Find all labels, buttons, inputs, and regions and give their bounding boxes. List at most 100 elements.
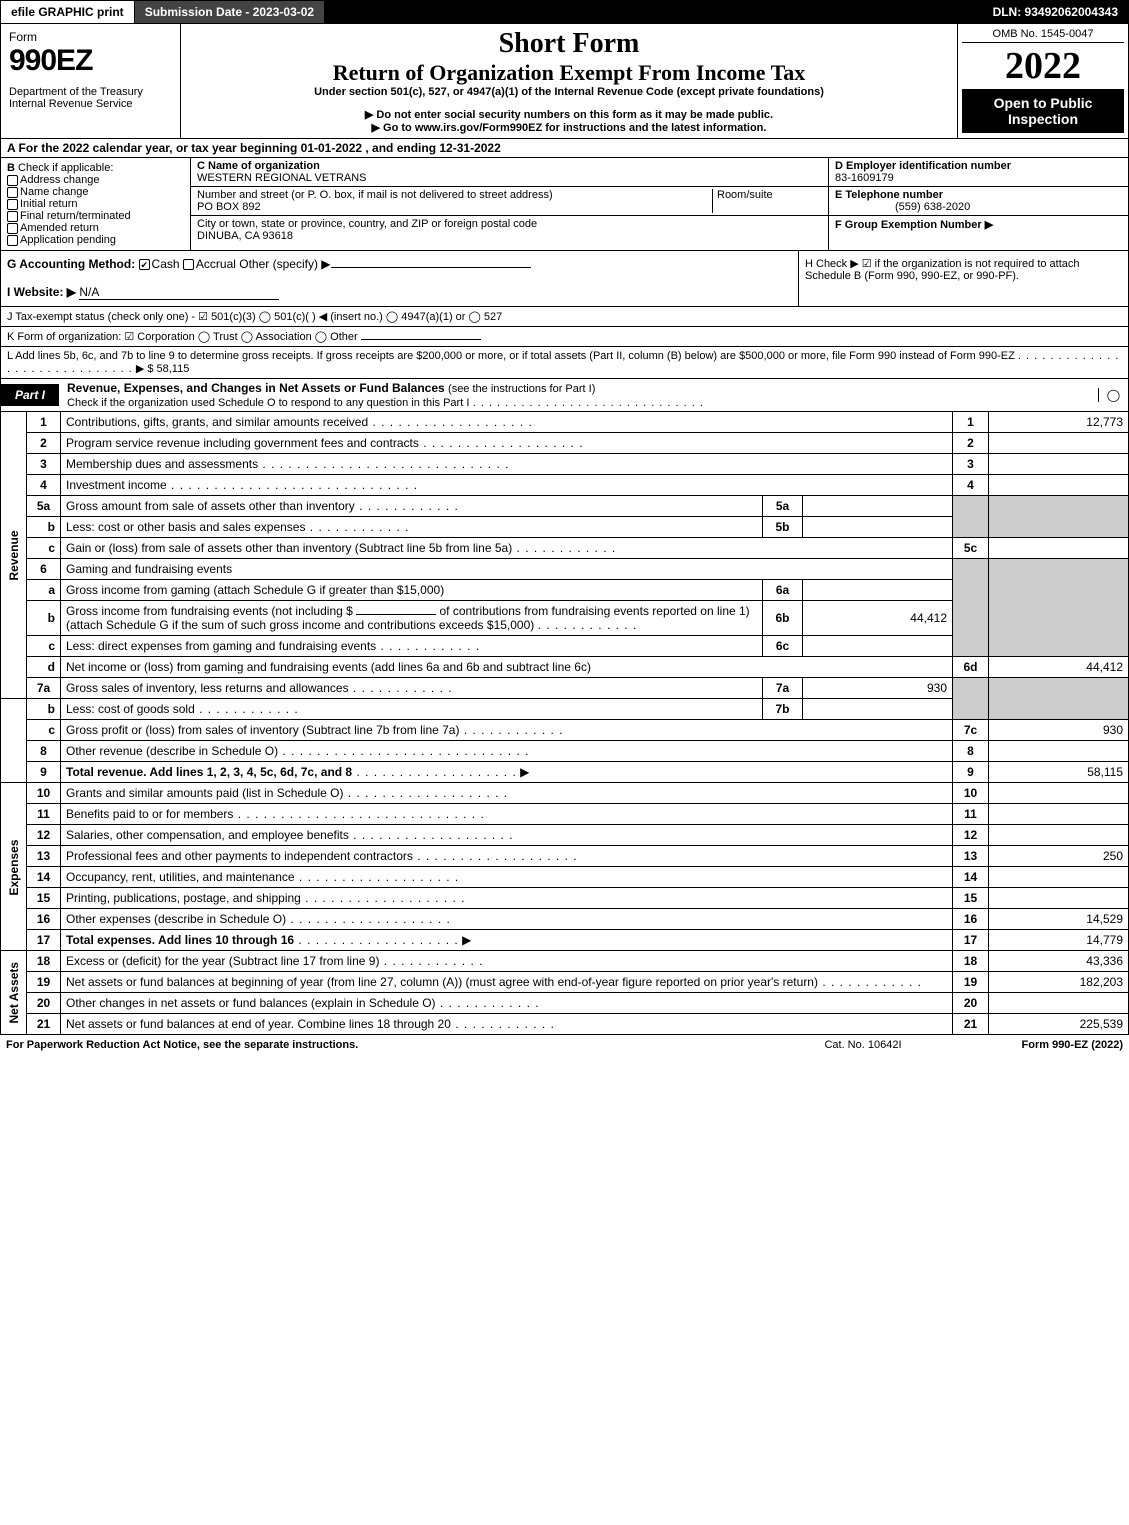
l21-amount: 225,539 <box>989 1014 1129 1035</box>
checkbox-final-return[interactable] <box>7 211 18 222</box>
l5a-text: Gross amount from sale of assets other t… <box>66 499 459 513</box>
l11-rnum: 11 <box>953 804 989 825</box>
checkbox-address-change[interactable] <box>7 175 18 186</box>
part1-check-line: Check if the organization used Schedule … <box>67 397 469 409</box>
l6b-text1: Gross income from fundraising events (no… <box>66 604 353 618</box>
l5a-ival <box>803 496 953 517</box>
i-label: I Website: ▶ <box>7 285 76 299</box>
l7b-inum: 7b <box>763 699 803 720</box>
c-name-label: C Name of organization <box>197 160 320 172</box>
l18-num: 18 <box>27 951 61 972</box>
expenses-sidebar: Expenses <box>1 783 27 951</box>
l12-num: 12 <box>27 825 61 846</box>
l12-rnum: 12 <box>953 825 989 846</box>
efile-label: efile GRAPHIC print <box>11 5 124 19</box>
l6d-num: d <box>27 657 61 678</box>
l18-text: Excess or (deficit) for the year (Subtra… <box>66 954 483 968</box>
goto-link[interactable]: ▶ Go to www.irs.gov/Form990EZ for instru… <box>187 121 951 134</box>
website-value: N/A <box>79 285 279 300</box>
l9-amount: 58,115 <box>989 762 1129 783</box>
ein-value: 83-1609179 <box>835 172 894 184</box>
goto-link-text: ▶ Go to www.irs.gov/Form990EZ for instru… <box>372 122 767 134</box>
l17-text: Total expenses. Add lines 10 through 16 <box>66 933 294 947</box>
l6b-blank[interactable] <box>356 614 436 615</box>
g-accrual: Accrual <box>196 257 236 271</box>
l5a-num: 5a <box>27 496 61 517</box>
section-j: J Tax-exempt status (check only one) - ☑… <box>0 307 1129 327</box>
g-other: Other (specify) ▶ <box>239 257 330 271</box>
footer-mid: Cat. No. 10642I <box>824 1039 901 1051</box>
l1-rnum: 1 <box>953 412 989 433</box>
l14-rnum: 14 <box>953 867 989 888</box>
checkbox-initial-return[interactable] <box>7 199 18 210</box>
section-gh: G Accounting Method: Cash Accrual Other … <box>0 251 1129 307</box>
efile-print-label[interactable]: efile GRAPHIC print <box>1 1 135 23</box>
room-suite-label: Room/suite <box>712 189 822 213</box>
l5b-text: Less: cost or other basis and sales expe… <box>66 520 409 534</box>
header-middle: Short Form Return of Organization Exempt… <box>181 24 958 138</box>
l4-text: Investment income <box>66 478 418 492</box>
city-label: City or town, state or province, country… <box>197 218 537 230</box>
l10-rnum: 10 <box>953 783 989 804</box>
l13-amount: 250 <box>989 846 1129 867</box>
l3-text: Membership dues and assessments <box>66 457 509 471</box>
l6c-text: Less: direct expenses from gaming and fu… <box>66 639 480 653</box>
l17-dots <box>294 933 459 947</box>
l15-amount <box>989 888 1129 909</box>
l15-rnum: 15 <box>953 888 989 909</box>
ssn-warning: ▶ Do not enter social security numbers o… <box>187 108 951 121</box>
part1-header: Part I Revenue, Expenses, and Changes in… <box>0 379 1129 412</box>
section-g: G Accounting Method: Cash Accrual Other … <box>1 251 798 306</box>
opt-name-change: Name change <box>20 186 89 198</box>
netassets-sidebar: Net Assets <box>1 951 27 1035</box>
part1-title-text: Revenue, Expenses, and Changes in Net As… <box>67 381 445 395</box>
l8-text: Other revenue (describe in Schedule O) <box>66 744 529 758</box>
l14-num: 14 <box>27 867 61 888</box>
checkbox-accrual[interactable] <box>183 259 194 270</box>
l7c-rnum: 7c <box>953 720 989 741</box>
dln-label: DLN: 93492062004343 <box>983 1 1128 23</box>
k-other-line[interactable] <box>361 339 481 340</box>
open-to-public: Open to Public Inspection <box>962 89 1124 133</box>
l14-text: Occupancy, rent, utilities, and maintena… <box>66 870 459 884</box>
l3-amount <box>989 454 1129 475</box>
l6b-ival: 44,412 <box>803 601 953 636</box>
submission-date: Submission Date - 2023-03-02 <box>135 1 325 23</box>
checkbox-name-change[interactable] <box>7 187 18 198</box>
l3-num: 3 <box>27 454 61 475</box>
l6d-rnum: 6d <box>953 657 989 678</box>
b-letter: B <box>7 162 15 174</box>
l7a-text: Gross sales of inventory, less returns a… <box>66 681 453 695</box>
l16-rnum: 16 <box>953 909 989 930</box>
main-title: Return of Organization Exempt From Incom… <box>187 60 951 86</box>
form-number: 990EZ <box>9 44 172 78</box>
checkbox-cash[interactable] <box>139 259 150 270</box>
g-other-line[interactable] <box>331 267 531 268</box>
l6d-text: Net income or (loss) from gaming and fun… <box>61 657 953 678</box>
opt-application-pending: Application pending <box>20 234 116 246</box>
street-label: Number and street (or P. O. box, if mail… <box>197 189 553 201</box>
l16-text: Other expenses (describe in Schedule O) <box>66 912 451 926</box>
l12-text: Salaries, other compensation, and employ… <box>66 828 514 842</box>
l5b-num: b <box>27 517 61 538</box>
checkbox-application-pending[interactable] <box>7 235 18 246</box>
l9-dots <box>352 765 517 779</box>
part1-check-box[interactable]: ◯ <box>1098 388 1128 402</box>
l14-amount <box>989 867 1129 888</box>
l20-text: Other changes in net assets or fund bala… <box>66 996 540 1010</box>
section-l: L Add lines 5b, 6c, and 7b to line 9 to … <box>0 347 1129 379</box>
l16-num: 16 <box>27 909 61 930</box>
l7c-num: c <box>27 720 61 741</box>
l7c-amount: 930 <box>989 720 1129 741</box>
l6-grey-amt <box>989 559 1129 657</box>
l9-rnum: 9 <box>953 762 989 783</box>
l6-grey <box>953 559 989 657</box>
l11-amount <box>989 804 1129 825</box>
revenue-sidebar: Revenue <box>1 412 27 699</box>
l19-num: 19 <box>27 972 61 993</box>
l6b-dots <box>538 618 638 632</box>
l7b-num: b <box>27 699 61 720</box>
l4-amount <box>989 475 1129 496</box>
checkbox-amended-return[interactable] <box>7 223 18 234</box>
section-def: D Employer identification number 83-1609… <box>828 158 1128 250</box>
